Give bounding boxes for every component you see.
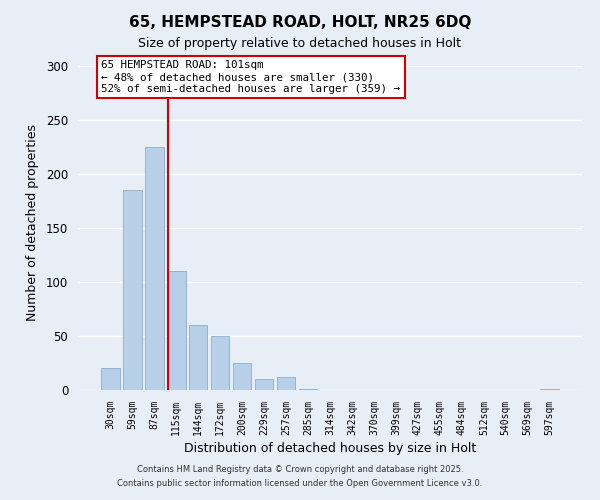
Bar — [101, 368, 119, 390]
Bar — [145, 147, 164, 390]
Text: Size of property relative to detached houses in Holt: Size of property relative to detached ho… — [139, 38, 461, 51]
Bar — [167, 271, 185, 390]
Bar — [277, 377, 295, 390]
Y-axis label: Number of detached properties: Number of detached properties — [26, 124, 39, 321]
Bar — [255, 379, 274, 390]
Bar — [189, 325, 208, 390]
Bar — [299, 389, 317, 390]
Text: 65, HEMPSTEAD ROAD, HOLT, NR25 6DQ: 65, HEMPSTEAD ROAD, HOLT, NR25 6DQ — [129, 15, 471, 30]
Text: Contains HM Land Registry data © Crown copyright and database right 2025.
Contai: Contains HM Land Registry data © Crown c… — [118, 466, 482, 487]
Bar — [123, 190, 142, 390]
Bar — [211, 336, 229, 390]
Bar — [233, 363, 251, 390]
Text: 65 HEMPSTEAD ROAD: 101sqm
← 48% of detached houses are smaller (330)
52% of semi: 65 HEMPSTEAD ROAD: 101sqm ← 48% of detac… — [101, 60, 400, 94]
X-axis label: Distribution of detached houses by size in Holt: Distribution of detached houses by size … — [184, 442, 476, 455]
Bar — [541, 389, 559, 390]
